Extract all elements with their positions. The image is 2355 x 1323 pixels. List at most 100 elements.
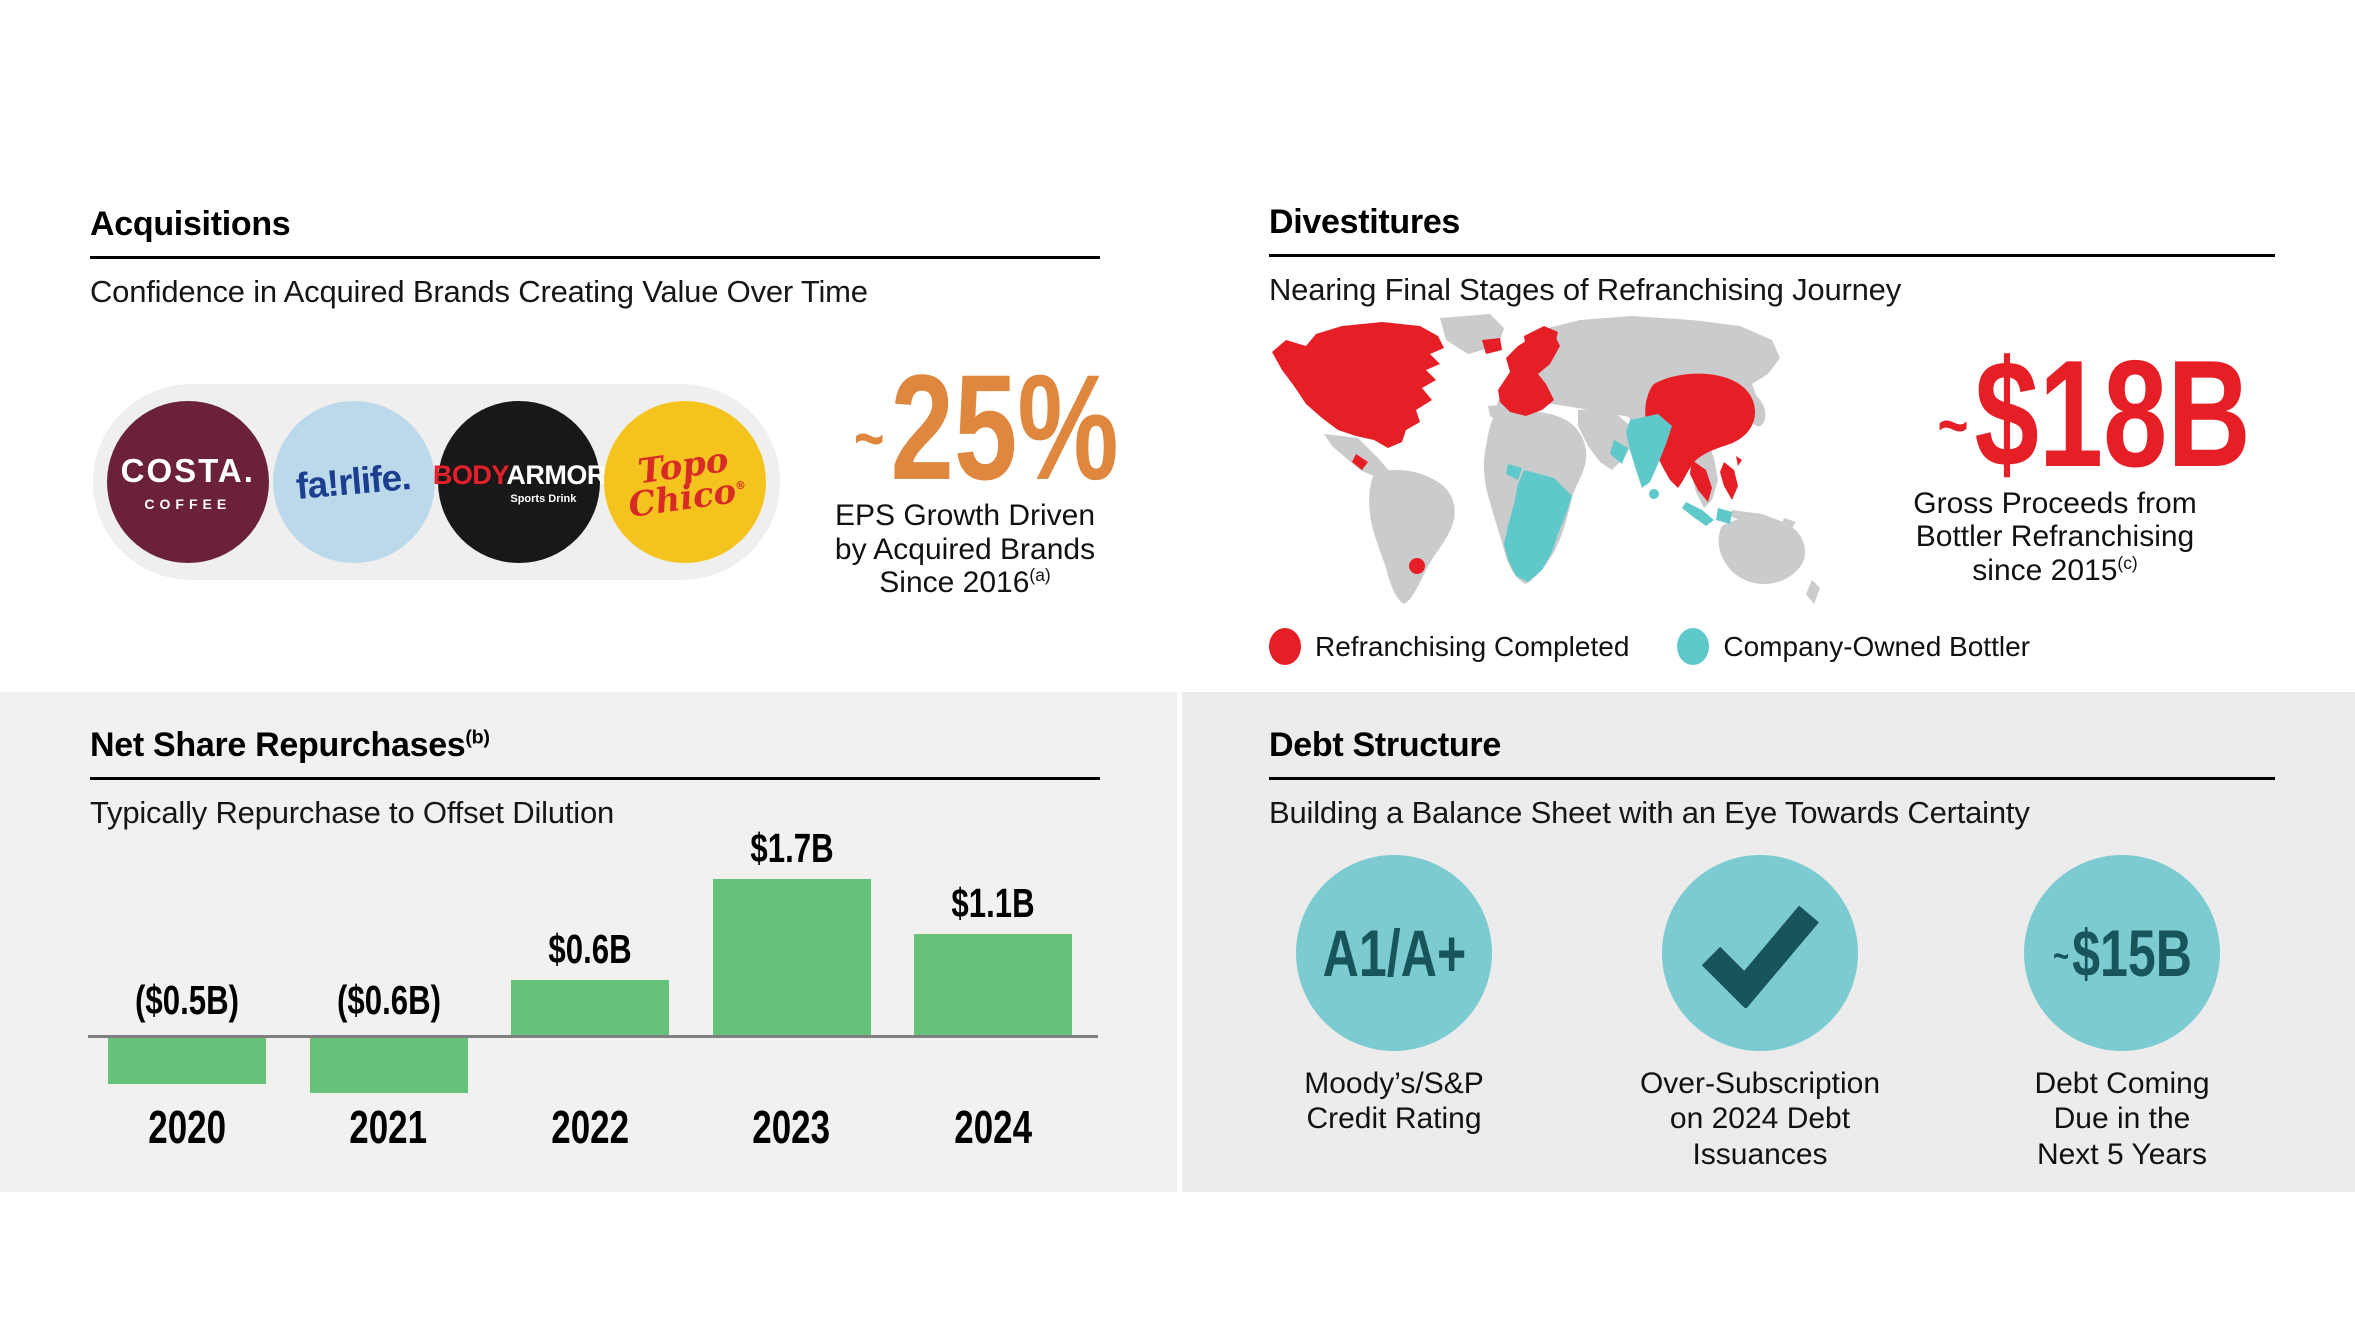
credit-rating-caption: Moody’s/S&P Credit Rating — [1304, 1067, 1484, 1136]
acquisitions-section: Acquisitions Confidence in Acquired Bran… — [90, 205, 1100, 310]
map-indonesia — [1730, 510, 1778, 526]
bar-2021 — [309, 1038, 468, 1094]
acquisitions-divider — [90, 256, 1100, 259]
map-new-zealand — [1806, 580, 1820, 604]
debt-due-value: ~$15B — [2052, 916, 2192, 990]
x-axis — [88, 1035, 1098, 1038]
gross-proceeds-caption: Gross Proceeds from Bottler Refranchisin… — [1913, 486, 2197, 587]
fairlife-logo: fa!rlife. — [272, 401, 435, 563]
credit-rating-badge: A1/A+ — [1296, 855, 1492, 1051]
divestitures-section: Divestitures Nearing Final Stages of Ref… — [1269, 203, 2275, 308]
bar-group-2024: $1.1B 2024 — [914, 820, 1072, 1150]
map-taiwan-red — [1736, 456, 1742, 466]
bar-year-label-2021: 2021 — [349, 1101, 428, 1153]
map-indochina-red — [1690, 460, 1712, 502]
map-western-europe-red — [1498, 330, 1560, 416]
fairlife-wordmark: fa!rlife. — [294, 456, 413, 507]
legend-label: Company-Owned Bottler — [1723, 630, 2030, 662]
eps-growth-stat: ~25% EPS Growth Driven by Acquired Brand… — [812, 343, 1119, 600]
bar-group-2023: $1.7B 2023 — [712, 820, 871, 1153]
map-philippines-red — [1720, 462, 1738, 500]
net-share-repurchases-title: Net Share Repurchases(b) — [90, 726, 490, 764]
bar-year-label-2024: 2024 — [954, 1101, 1032, 1153]
bodyarmor-logo: BODYARMOR Sports Drink — [433, 401, 606, 563]
costa-coffee-logo: COSTA. COFFEE — [106, 401, 269, 563]
bar-value-label-2022: $0.6B — [548, 925, 632, 972]
footnote-b: (b) — [465, 726, 490, 749]
map-southern-africa-teal — [1504, 470, 1572, 582]
costa-wordmark: COSTA. — [120, 452, 255, 489]
map-south-america — [1369, 469, 1455, 604]
legend-company-owned-bottler: Company-Owned Bottler — [1677, 628, 2030, 665]
eps-growth-caption: EPS Growth Driven by Acquired Brands Sin… — [834, 499, 1096, 600]
footnote-c: (c) — [2117, 552, 2138, 573]
costa-coffee-label: COFFEE — [144, 496, 232, 512]
bodyarmor-armor-text: ARMOR — [506, 459, 606, 490]
divestitures-title: Divestitures — [1269, 203, 1461, 241]
topo-chico-logo: Topo Chico® — [604, 401, 767, 563]
credit-rating-value: A1/A+ — [1322, 916, 1466, 990]
map-china-red — [1645, 373, 1756, 488]
bar-2023 — [712, 878, 871, 1035]
world-map — [1262, 312, 1840, 610]
bar-2020 — [108, 1038, 266, 1084]
map-central-america-red — [1352, 454, 1368, 470]
map-australia — [1718, 517, 1806, 584]
map-india-teal — [1626, 414, 1672, 488]
map-north-america-red — [1272, 322, 1444, 448]
map-middle-east — [1578, 408, 1634, 470]
bodyarmor-wordmark: BODYARMOR — [432, 459, 607, 491]
debt-due-badge: ~$15B — [2024, 855, 2220, 1051]
map-sri-lanka-teal — [1649, 489, 1659, 499]
bodyarmor-tagline: Sports Drink — [510, 492, 577, 505]
bodyarmor-body-text: BODY — [432, 459, 507, 490]
checkmark-icon — [1701, 905, 1819, 1008]
bar-value-label-2020: ($0.5B) — [135, 977, 239, 1023]
acquired-brands-logos: COSTA. COFFEE fa!rlife. BODYARMOR Sports… — [93, 384, 780, 580]
net-share-repurchases-subtitle: Typically Repurchase to Offset Dilution — [90, 795, 615, 830]
world-map-svg — [1272, 314, 1820, 604]
bar-group-2021: ($0.6B) 2021 — [309, 820, 468, 1153]
map-legend: Refranchising Completed Company-Owned Bo… — [1269, 628, 2030, 665]
eps-growth-value: ~25% — [853, 343, 1119, 511]
oversubscription-caption: Over-Subscription on 2024 Debt Issuances — [1639, 1067, 1881, 1171]
map-borneo-teal — [1716, 508, 1732, 524]
footnote-a: (a) — [1029, 565, 1051, 586]
registered-mark: ® — [733, 478, 747, 493]
oversubscription-badge — [1662, 855, 1858, 1051]
debt-structure-title: Debt Structure — [1269, 726, 1501, 764]
debt-structure-section: Debt Structure Building a Balance Sheet … — [1269, 726, 2275, 831]
red-dot-icon — [1269, 628, 1301, 665]
bar-value-label-2023: $1.7B — [749, 824, 834, 871]
divestitures-subtitle: Nearing Final Stages of Refranchising Jo… — [1269, 272, 1902, 307]
teal-dot-icon — [1677, 628, 1710, 665]
map-iceland-red — [1482, 338, 1502, 354]
map-malaysia-sumatra-teal — [1682, 502, 1714, 526]
map-west-africa-teal — [1506, 464, 1522, 480]
debt-structure-divider — [1269, 777, 2275, 780]
acquisitions-subtitle: Confidence in Acquired Brands Creating V… — [90, 274, 868, 309]
bar-2024 — [914, 933, 1072, 1035]
topo-chico-wordmark: Topo Chico® — [625, 439, 747, 526]
debt-structure-subtitle: Building a Balance Sheet with an Eye Tow… — [1269, 795, 2030, 830]
legend-label: Refranchising Completed — [1315, 630, 1630, 662]
net-share-repurchases-divider — [90, 777, 1100, 780]
bar-year-label-2020: 2020 — [148, 1101, 226, 1153]
bar-value-label-2021: ($0.6B) — [336, 977, 441, 1023]
gross-proceeds-stat: ~$18B Gross Proceeds from Bottler Refran… — [1888, 329, 2251, 587]
divestitures-divider — [1269, 254, 2275, 257]
map-uruguay-red — [1409, 558, 1425, 574]
net-share-repurchases-section: Net Share Repurchases(b) Typically Repur… — [90, 726, 1100, 831]
legend-refranchising-completed: Refranchising Completed — [1269, 628, 1629, 665]
bar-group-2020: ($0.5B) 2020 — [108, 820, 266, 1150]
map-oman-teal — [1610, 440, 1628, 464]
debt-due-caption: Debt Coming Due in the Next 5 Years — [2034, 1067, 2210, 1171]
map-indonesia-east — [1782, 518, 1796, 528]
bar-value-label-2024: $1.1B — [951, 879, 1035, 926]
bar-group-2022: $0.6B 2022 — [511, 820, 669, 1150]
bar-year-label-2023: 2023 — [752, 1101, 831, 1153]
acquisitions-title: Acquisitions — [90, 205, 291, 243]
gross-proceeds-value: ~$18B — [1937, 329, 2251, 499]
bar-2022 — [511, 979, 669, 1035]
